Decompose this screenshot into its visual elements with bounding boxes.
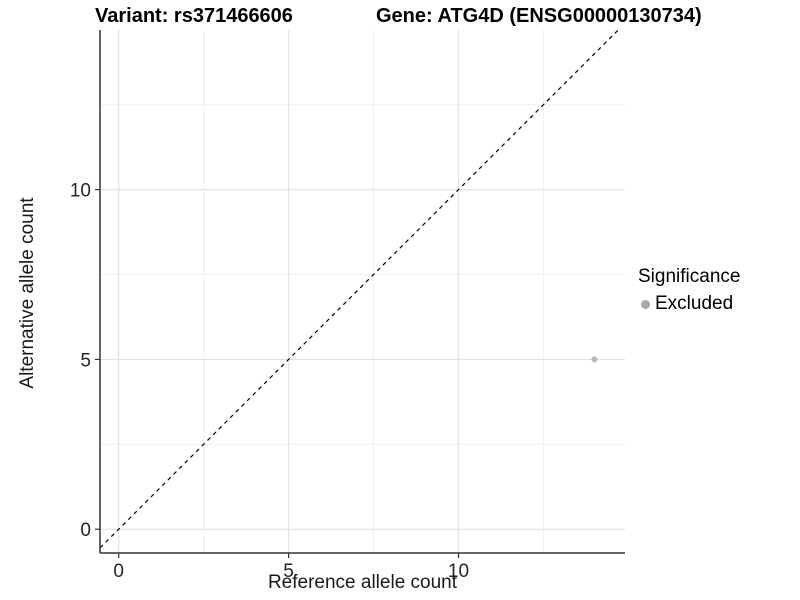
x-tick-label: 0	[113, 561, 124, 582]
legend-key-point-icon	[641, 299, 650, 309]
legend-item-excluded: Excluded	[638, 293, 740, 315]
x-tick-label: 10	[448, 561, 469, 582]
plot-title-gene: Gene: ATG4D (ENSG00000130734)	[376, 5, 702, 27]
y-tick-label: 5	[80, 350, 91, 371]
y-axis-title: Alternative allele count	[17, 197, 38, 389]
identity-dashed-line	[99, 29, 619, 549]
y-tick-label: 0	[80, 520, 91, 541]
legend: Significance Excluded	[638, 266, 740, 315]
data-point	[591, 356, 598, 363]
legend-item-label: Excluded	[655, 293, 734, 314]
x-tick-label: 5	[283, 561, 294, 582]
legend-title: Significance	[638, 266, 741, 287]
x-axis-title: Reference allele count	[267, 572, 458, 593]
y-tick-label: 10	[70, 181, 91, 202]
plot-title-variant: Variant: rs371466606	[95, 5, 293, 27]
